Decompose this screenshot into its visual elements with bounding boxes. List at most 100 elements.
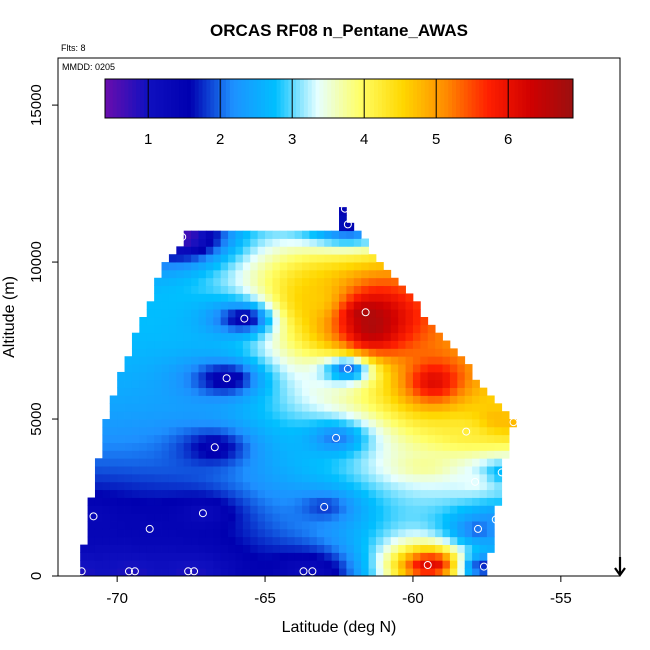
heatmap-cell <box>161 521 170 530</box>
heatmap-cell <box>353 348 362 357</box>
heatmap-cell <box>353 285 362 294</box>
heatmap-cell <box>412 411 421 420</box>
colorbar-segment <box>378 79 383 118</box>
heatmap-cell <box>435 371 443 381</box>
heatmap-cell <box>176 254 185 263</box>
heatmap-cell <box>198 371 207 381</box>
heatmap-cell <box>472 442 480 451</box>
heatmap-cell <box>265 371 273 381</box>
heatmap-cell <box>383 348 392 357</box>
heatmap-cell <box>168 269 177 279</box>
heatmap-cell <box>294 356 303 365</box>
heatmap-cell <box>102 434 111 443</box>
heatmap-cell <box>87 513 96 522</box>
colorbar-segment <box>241 79 246 118</box>
heatmap-cell <box>265 317 273 326</box>
heatmap-cell <box>124 466 133 475</box>
colorbar-segment <box>483 79 488 118</box>
heatmap-cell <box>176 387 185 396</box>
sample-point <box>240 314 249 323</box>
heatmap-cell <box>250 285 259 294</box>
heatmap-cell <box>191 497 199 506</box>
heatmap-cell <box>235 371 244 381</box>
colorbar-segment <box>534 79 539 118</box>
heatmap-cell <box>368 403 377 412</box>
heatmap-cell <box>220 262 229 271</box>
heatmap-cell <box>390 309 399 318</box>
heatmap-cell <box>205 246 214 255</box>
heatmap-cell <box>435 419 443 428</box>
heatmap-cell <box>250 301 259 310</box>
heatmap-cell <box>191 481 199 491</box>
heatmap-cell <box>316 301 325 310</box>
heatmap-cell <box>213 387 222 396</box>
heatmap-cell <box>464 560 473 569</box>
heatmap-cell <box>346 528 355 538</box>
heatmap-cell <box>242 379 251 389</box>
heatmap-cell <box>449 387 458 396</box>
heatmap-cell <box>87 560 96 569</box>
heatmap-cell <box>346 505 355 514</box>
heatmap-cell <box>228 411 236 420</box>
heatmap-cell <box>102 426 111 436</box>
heatmap-cell <box>102 473 111 483</box>
heatmap-cell <box>146 419 155 428</box>
heatmap-cell <box>331 277 340 287</box>
heatmap-cell <box>242 293 251 302</box>
heatmap-cell <box>449 521 458 530</box>
heatmap-cell <box>139 568 148 577</box>
heatmap-cell <box>265 379 273 389</box>
heatmap-cell <box>324 458 332 467</box>
heatmap-cell <box>161 481 170 491</box>
heatmap-cell <box>183 568 192 577</box>
heatmap-cell <box>131 489 140 498</box>
heatmap-cell <box>464 434 473 443</box>
heatmap-cell <box>302 450 310 459</box>
heatmap-cell <box>361 442 369 451</box>
heatmap-cell <box>235 238 244 247</box>
heatmap-cell <box>272 364 281 373</box>
colorbar-segment <box>167 79 172 118</box>
heatmap-cell <box>205 230 214 239</box>
heatmap-cell <box>124 426 133 436</box>
heatmap-cell <box>435 568 443 577</box>
heatmap-cell <box>339 419 347 428</box>
heatmap-cell <box>220 473 229 483</box>
heatmap-cell <box>272 466 281 475</box>
colorbar-segment <box>557 79 562 118</box>
heatmap-cell <box>198 269 207 279</box>
heatmap-cell <box>235 324 244 334</box>
heatmap-cell <box>331 434 340 443</box>
heatmap-cell <box>198 230 207 239</box>
heatmap-cell <box>228 450 236 459</box>
heatmap-cell <box>161 536 170 546</box>
heatmap-cell <box>449 560 458 569</box>
heatmap-cell <box>242 340 251 349</box>
heatmap-cell <box>198 348 207 357</box>
heatmap-cell <box>420 458 429 467</box>
heatmap-cell <box>279 395 288 404</box>
heatmap-cell <box>375 442 384 451</box>
heatmap-cell <box>324 497 332 506</box>
heatmap-cell <box>146 505 155 514</box>
heatmap-cell <box>457 371 466 381</box>
sample-point <box>462 427 471 436</box>
heatmap-cell <box>265 536 273 546</box>
heatmap-cell <box>449 356 458 365</box>
heatmap-cell <box>279 262 288 271</box>
heatmap-cell <box>168 387 177 396</box>
heatmap-cell <box>309 293 318 302</box>
heatmap-cell <box>435 536 443 546</box>
heatmap-cell <box>154 403 162 412</box>
heatmap-cell <box>361 395 369 404</box>
heatmap-cell <box>368 364 377 373</box>
heatmap-cell <box>205 466 214 475</box>
colorbar-segment <box>530 79 535 118</box>
heatmap-cell <box>183 324 192 334</box>
heatmap-cell <box>183 301 192 310</box>
heatmap-cell <box>117 544 125 553</box>
heatmap-cell <box>154 340 162 349</box>
heatmap-cell <box>235 544 244 553</box>
heatmap-cell <box>479 411 488 420</box>
heatmap-cell <box>494 481 503 491</box>
